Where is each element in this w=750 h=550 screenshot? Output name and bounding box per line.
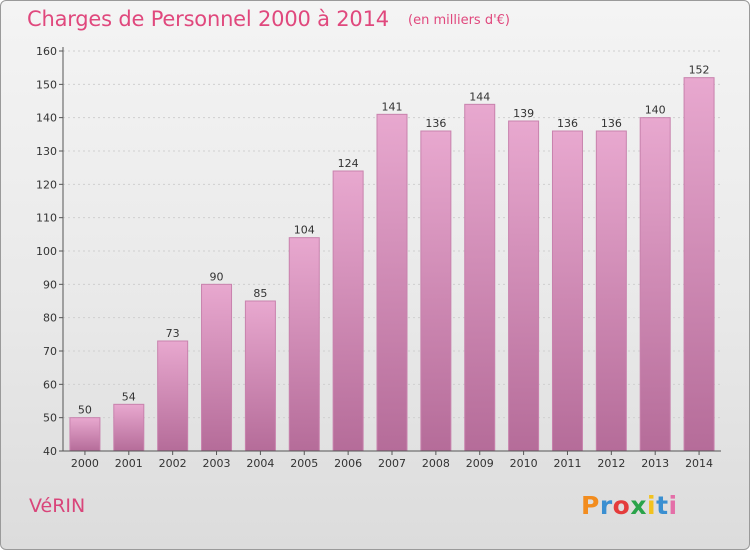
y-tick-label: 90 bbox=[43, 278, 57, 291]
logo-letter: i bbox=[668, 491, 678, 520]
bar-value-label: 141 bbox=[382, 100, 403, 113]
y-tick-label: 130 bbox=[36, 145, 57, 158]
bar-value-label: 144 bbox=[469, 90, 490, 103]
x-tick-label: 2005 bbox=[290, 457, 318, 470]
bar-value-label: 54 bbox=[122, 390, 136, 403]
x-tick-label: 2013 bbox=[641, 457, 669, 470]
bar bbox=[201, 283, 233, 452]
bar bbox=[244, 300, 276, 452]
bar-value-label: 50 bbox=[78, 404, 92, 417]
bar bbox=[157, 340, 189, 452]
y-tick-label: 40 bbox=[43, 445, 57, 458]
chart-header: Charges de Personnel 2000 à 2014 (en mil… bbox=[27, 7, 510, 31]
x-tick-label: 2012 bbox=[597, 457, 625, 470]
bar bbox=[551, 130, 583, 452]
x-tick-label: 2011 bbox=[553, 457, 581, 470]
bar-value-label: 90 bbox=[210, 270, 224, 283]
bar-value-label: 104 bbox=[294, 224, 315, 237]
x-tick-label: 2010 bbox=[510, 457, 538, 470]
bar-value-label: 85 bbox=[253, 287, 267, 300]
x-tick-label: 2002 bbox=[159, 457, 187, 470]
y-tick-label: 50 bbox=[43, 412, 57, 425]
bar bbox=[595, 130, 627, 452]
y-tick-label: 140 bbox=[36, 112, 57, 125]
commune-name: VéRIN bbox=[29, 495, 86, 517]
bar-value-label: 136 bbox=[601, 117, 622, 130]
x-tick-label: 2009 bbox=[466, 457, 494, 470]
bar bbox=[639, 117, 671, 452]
bar bbox=[683, 77, 715, 452]
proxiti-logo: Proxiti bbox=[581, 491, 678, 520]
bar-value-label: 136 bbox=[425, 117, 446, 130]
x-tick-label: 2003 bbox=[203, 457, 231, 470]
bar-value-label: 124 bbox=[338, 157, 359, 170]
x-tick-label: 2014 bbox=[685, 457, 713, 470]
x-tick-label: 2007 bbox=[378, 457, 406, 470]
y-tick-label: 70 bbox=[43, 345, 57, 358]
logo-letter: r bbox=[599, 491, 613, 520]
logo-letter: o bbox=[612, 491, 631, 520]
y-tick-label: 100 bbox=[36, 245, 57, 258]
bar-value-label: 73 bbox=[166, 327, 180, 340]
bar bbox=[288, 237, 320, 452]
x-tick-label: 2008 bbox=[422, 457, 450, 470]
y-tick-label: 110 bbox=[36, 212, 57, 225]
y-tick-label: 150 bbox=[36, 78, 57, 91]
bar-value-label: 152 bbox=[689, 64, 710, 77]
bar bbox=[376, 113, 408, 452]
x-tick-label: 2004 bbox=[246, 457, 274, 470]
x-tick-label: 2006 bbox=[334, 457, 362, 470]
bar bbox=[332, 170, 364, 452]
logo-letter: x bbox=[630, 491, 647, 520]
bar bbox=[113, 403, 145, 452]
chart-subtitle: (en milliers d'€) bbox=[408, 13, 510, 28]
logo-letter: P bbox=[581, 491, 600, 520]
chart-title: Charges de Personnel 2000 à 2014 bbox=[27, 7, 389, 31]
x-tick-label: 2000 bbox=[71, 457, 99, 470]
logo-letter: i bbox=[647, 491, 657, 520]
y-tick-label: 60 bbox=[43, 378, 57, 391]
y-tick-label: 160 bbox=[36, 45, 57, 58]
logo-letter: t bbox=[656, 491, 669, 520]
y-tick-label: 120 bbox=[36, 178, 57, 191]
bar-value-label: 140 bbox=[645, 104, 666, 117]
bar bbox=[464, 103, 496, 452]
bar bbox=[69, 417, 101, 452]
bar-value-label: 139 bbox=[513, 107, 534, 120]
bar-value-label: 136 bbox=[557, 117, 578, 130]
bar bbox=[508, 120, 540, 452]
bar bbox=[420, 130, 452, 452]
y-tick-label: 80 bbox=[43, 312, 57, 325]
x-tick-label: 2001 bbox=[115, 457, 143, 470]
